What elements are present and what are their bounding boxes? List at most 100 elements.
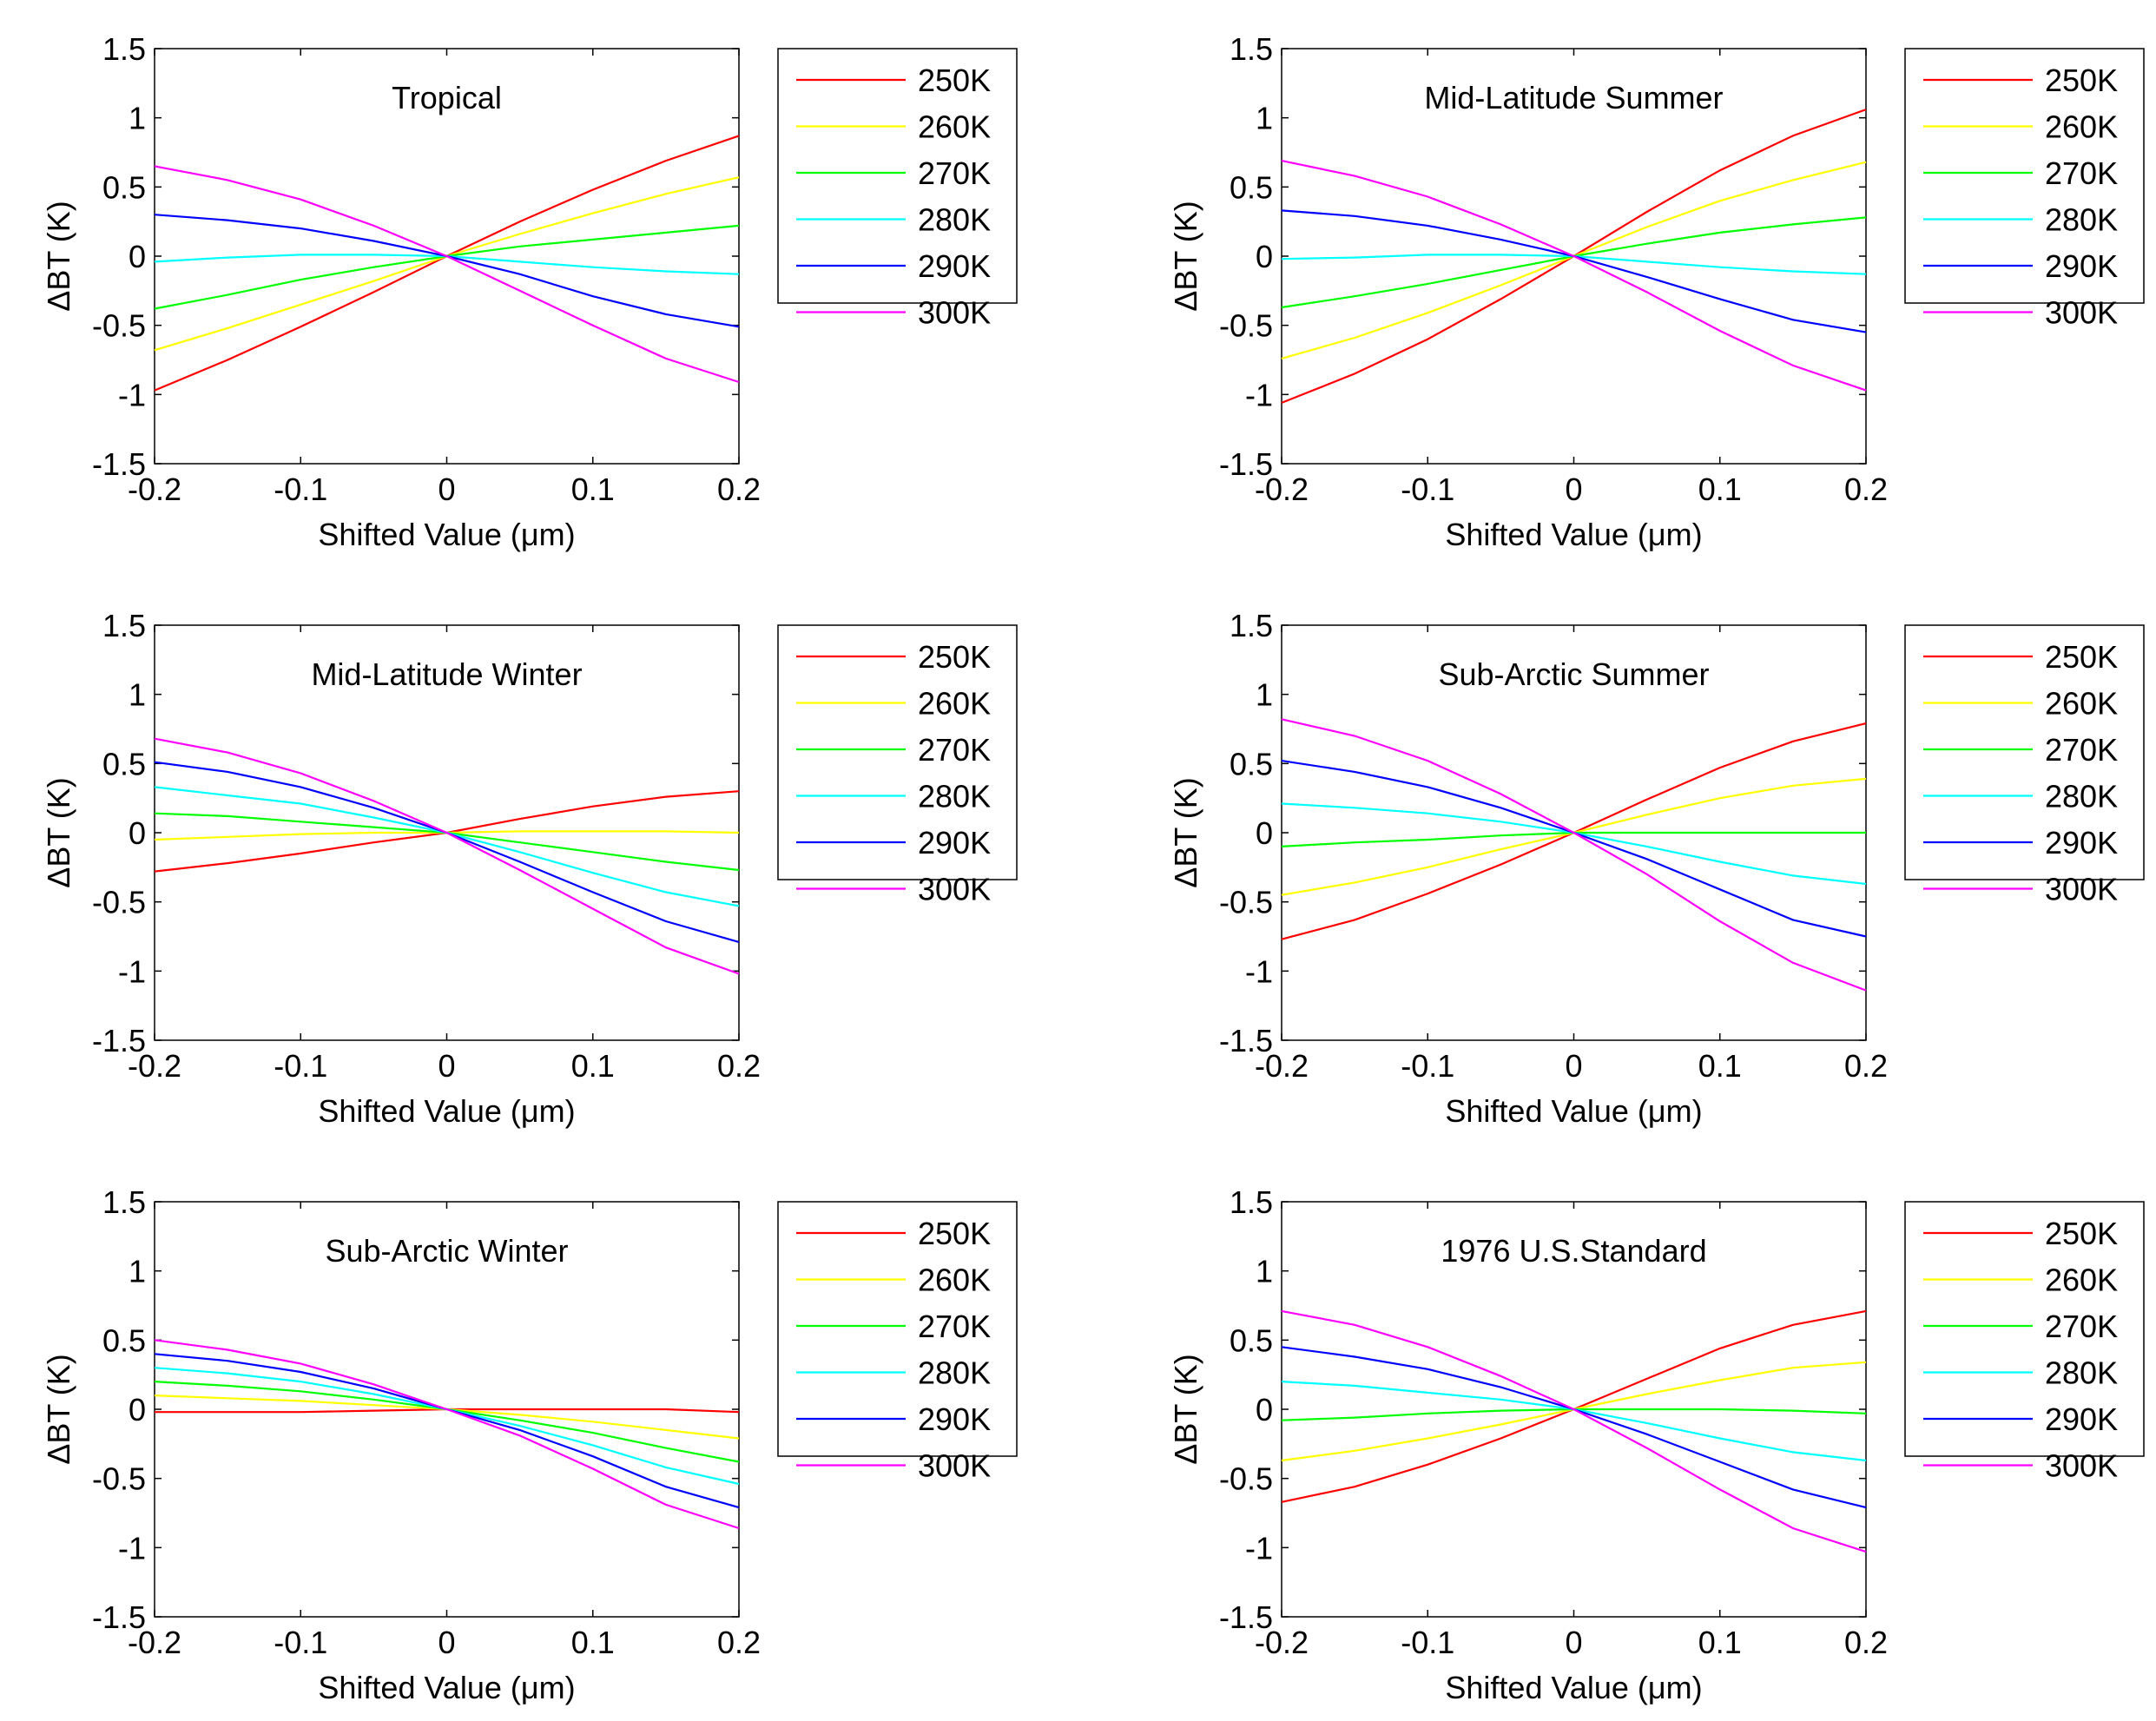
chart-title: Sub-Arctic Winter bbox=[325, 1233, 568, 1269]
x-tick-label: -0.2 bbox=[1255, 1625, 1309, 1660]
y-tick-label: -1 bbox=[1245, 953, 1273, 989]
chart-panel-3: -1.5 -1 -0.5 0 0.5 1 1.5 -0.2 -0.1 0 0.1 0.2 Shifted… bbox=[41, 608, 1018, 1129]
x-axis-label: Shifted Value (μm) bbox=[318, 517, 575, 552]
series-line-300K bbox=[1281, 718, 1867, 992]
y-tick-label: -1.5 bbox=[92, 1599, 146, 1635]
y-axis-label: ΔBT (K) bbox=[1168, 1354, 1203, 1464]
legend-label: 250K bbox=[2045, 639, 2118, 675]
x-tick-label: 0.1 bbox=[1698, 1625, 1742, 1660]
y-tick-label: 0.5 bbox=[1230, 169, 1273, 205]
legend-box bbox=[777, 1201, 1018, 1457]
chart-title: 1976 U.S.Standard bbox=[1441, 1233, 1706, 1269]
legend-label: 280K bbox=[2045, 1355, 2118, 1391]
y-tick-label: -1 bbox=[118, 377, 146, 412]
x-tick-label: -0.2 bbox=[128, 471, 181, 507]
series-line-300K bbox=[154, 165, 740, 384]
y-tick-label: 0 bbox=[1256, 1392, 1273, 1428]
x-tick-label: -0.1 bbox=[1401, 1625, 1454, 1660]
chart-title: Mid-Latitude Winter bbox=[311, 656, 582, 692]
legend: 250K 260K 270K 280K 290K 300K bbox=[1904, 624, 2145, 907]
x-tick-label: 0.2 bbox=[1844, 471, 1888, 507]
x-axis-label: Shifted Value (μm) bbox=[318, 1670, 575, 1705]
y-tick-label: 1.5 bbox=[102, 608, 146, 643]
x-tick-label: 0.2 bbox=[1844, 1625, 1888, 1660]
x-tick-label: -0.2 bbox=[1255, 1048, 1309, 1084]
legend-label: 290K bbox=[2045, 248, 2118, 284]
y-tick-label: 1 bbox=[1256, 677, 1273, 713]
series-line-300K bbox=[1281, 1309, 1867, 1553]
legend-label: 260K bbox=[2045, 686, 2118, 722]
y-tick-label: 1.5 bbox=[102, 31, 146, 67]
legend-label: 250K bbox=[2045, 1216, 2118, 1251]
x-tick-label: 0 bbox=[438, 471, 455, 507]
x-tick-label: 0.1 bbox=[571, 1625, 615, 1660]
legend: 250K 260K 270K 280K 290K 300K bbox=[1904, 48, 2145, 331]
y-tick-label: 0.5 bbox=[102, 1322, 146, 1358]
legend: 250K 260K 270K 280K 290K 300K bbox=[777, 624, 1018, 907]
legend-label: 270K bbox=[2045, 732, 2118, 768]
y-axis-label: ΔBT (K) bbox=[1168, 777, 1203, 887]
legend-label: 290K bbox=[2045, 1401, 2118, 1437]
x-tick-label: -0.1 bbox=[274, 1625, 327, 1660]
legend-label: 270K bbox=[918, 732, 991, 768]
legend: 250K 260K 270K 280K 290K 300K bbox=[1904, 1201, 2145, 1484]
legend-label: 270K bbox=[918, 155, 991, 191]
legend-label: 280K bbox=[918, 1355, 991, 1391]
x-tick-label: 0.1 bbox=[571, 471, 615, 507]
x-tick-label: -0.1 bbox=[274, 1048, 327, 1084]
legend-label: 300K bbox=[2045, 295, 2118, 331]
legend-label: 260K bbox=[2045, 109, 2118, 145]
legend-label: 300K bbox=[918, 872, 991, 907]
chart-panel-6: -1.5 -1 -0.5 0 0.5 1 1.5 -0.2 -0.1 0 0.1 0.2 Shifted… bbox=[1168, 1184, 2145, 1705]
x-tick-label: 0.2 bbox=[717, 1048, 761, 1084]
y-tick-label: 0.5 bbox=[102, 169, 146, 205]
y-tick-label: -0.5 bbox=[92, 308, 146, 344]
legend-box bbox=[1904, 1201, 2145, 1457]
y-tick-label: 1 bbox=[129, 1254, 146, 1289]
x-tick-label: 0 bbox=[438, 1048, 455, 1084]
y-tick-label: 0 bbox=[129, 1392, 146, 1428]
y-tick-label: 1 bbox=[1256, 1254, 1273, 1289]
x-tick-label: -0.1 bbox=[274, 471, 327, 507]
y-tick-label: -1.5 bbox=[1219, 446, 1273, 482]
chart-panel-1: -1.5 -1 -0.5 0 0.5 1 1.5 -0.2 -0.1 0 0.1 0.2 Shifted… bbox=[41, 31, 1018, 552]
x-axis-label: Shifted Value (μm) bbox=[1445, 517, 1702, 552]
y-tick-label: 1 bbox=[1256, 101, 1273, 136]
legend-label: 280K bbox=[2045, 779, 2118, 814]
x-tick-label: -0.2 bbox=[128, 1625, 181, 1660]
legend-label: 290K bbox=[918, 825, 991, 860]
y-tick-label: -1 bbox=[118, 953, 146, 989]
legend-box bbox=[777, 624, 1018, 880]
y-axis-label: ΔBT (K) bbox=[41, 1354, 76, 1464]
y-tick-label: 0.5 bbox=[1230, 746, 1273, 781]
chart-panel-4: -1.5 -1 -0.5 0 0.5 1 1.5 -0.2 -0.1 0 0.1 0.2 Shifted… bbox=[1168, 608, 2145, 1129]
legend-box bbox=[1904, 48, 2145, 304]
y-tick-label: -0.5 bbox=[1219, 1461, 1273, 1497]
legend-label: 280K bbox=[2045, 202, 2118, 238]
legend-box bbox=[1904, 624, 2145, 880]
legend-label: 260K bbox=[918, 109, 991, 145]
y-axis-label: ΔBT (K) bbox=[1168, 201, 1203, 311]
x-tick-label: 0.1 bbox=[1698, 1048, 1742, 1084]
x-tick-label: 0 bbox=[1565, 1625, 1582, 1660]
legend-label: 260K bbox=[2045, 1263, 2118, 1298]
legend-label: 280K bbox=[918, 779, 991, 814]
y-tick-label: -1.5 bbox=[92, 446, 146, 482]
legend-box bbox=[777, 48, 1018, 304]
y-tick-label: 1 bbox=[129, 677, 146, 713]
x-tick-label: 0.1 bbox=[1698, 471, 1742, 507]
chart-panel-5: -1.5 -1 -0.5 0 0.5 1 1.5 -0.2 -0.1 0 0.1 0.2 Shifted… bbox=[41, 1184, 1018, 1705]
y-tick-label: -0.5 bbox=[1219, 885, 1273, 920]
series-line-300K bbox=[154, 737, 740, 975]
y-tick-label: -1 bbox=[118, 1530, 146, 1566]
x-axis-label: Shifted Value (μm) bbox=[1445, 1670, 1702, 1705]
y-tick-label: 0 bbox=[1256, 239, 1273, 274]
x-tick-label: 0 bbox=[1565, 1048, 1582, 1084]
y-tick-label: 1 bbox=[129, 101, 146, 136]
x-tick-label: 0.2 bbox=[717, 1625, 761, 1660]
y-tick-label: 1.5 bbox=[1230, 31, 1273, 67]
y-axis-label: ΔBT (K) bbox=[41, 201, 76, 311]
y-tick-label: -0.5 bbox=[1219, 308, 1273, 344]
legend-label: 300K bbox=[2045, 1448, 2118, 1484]
legend-label: 270K bbox=[2045, 1309, 2118, 1344]
